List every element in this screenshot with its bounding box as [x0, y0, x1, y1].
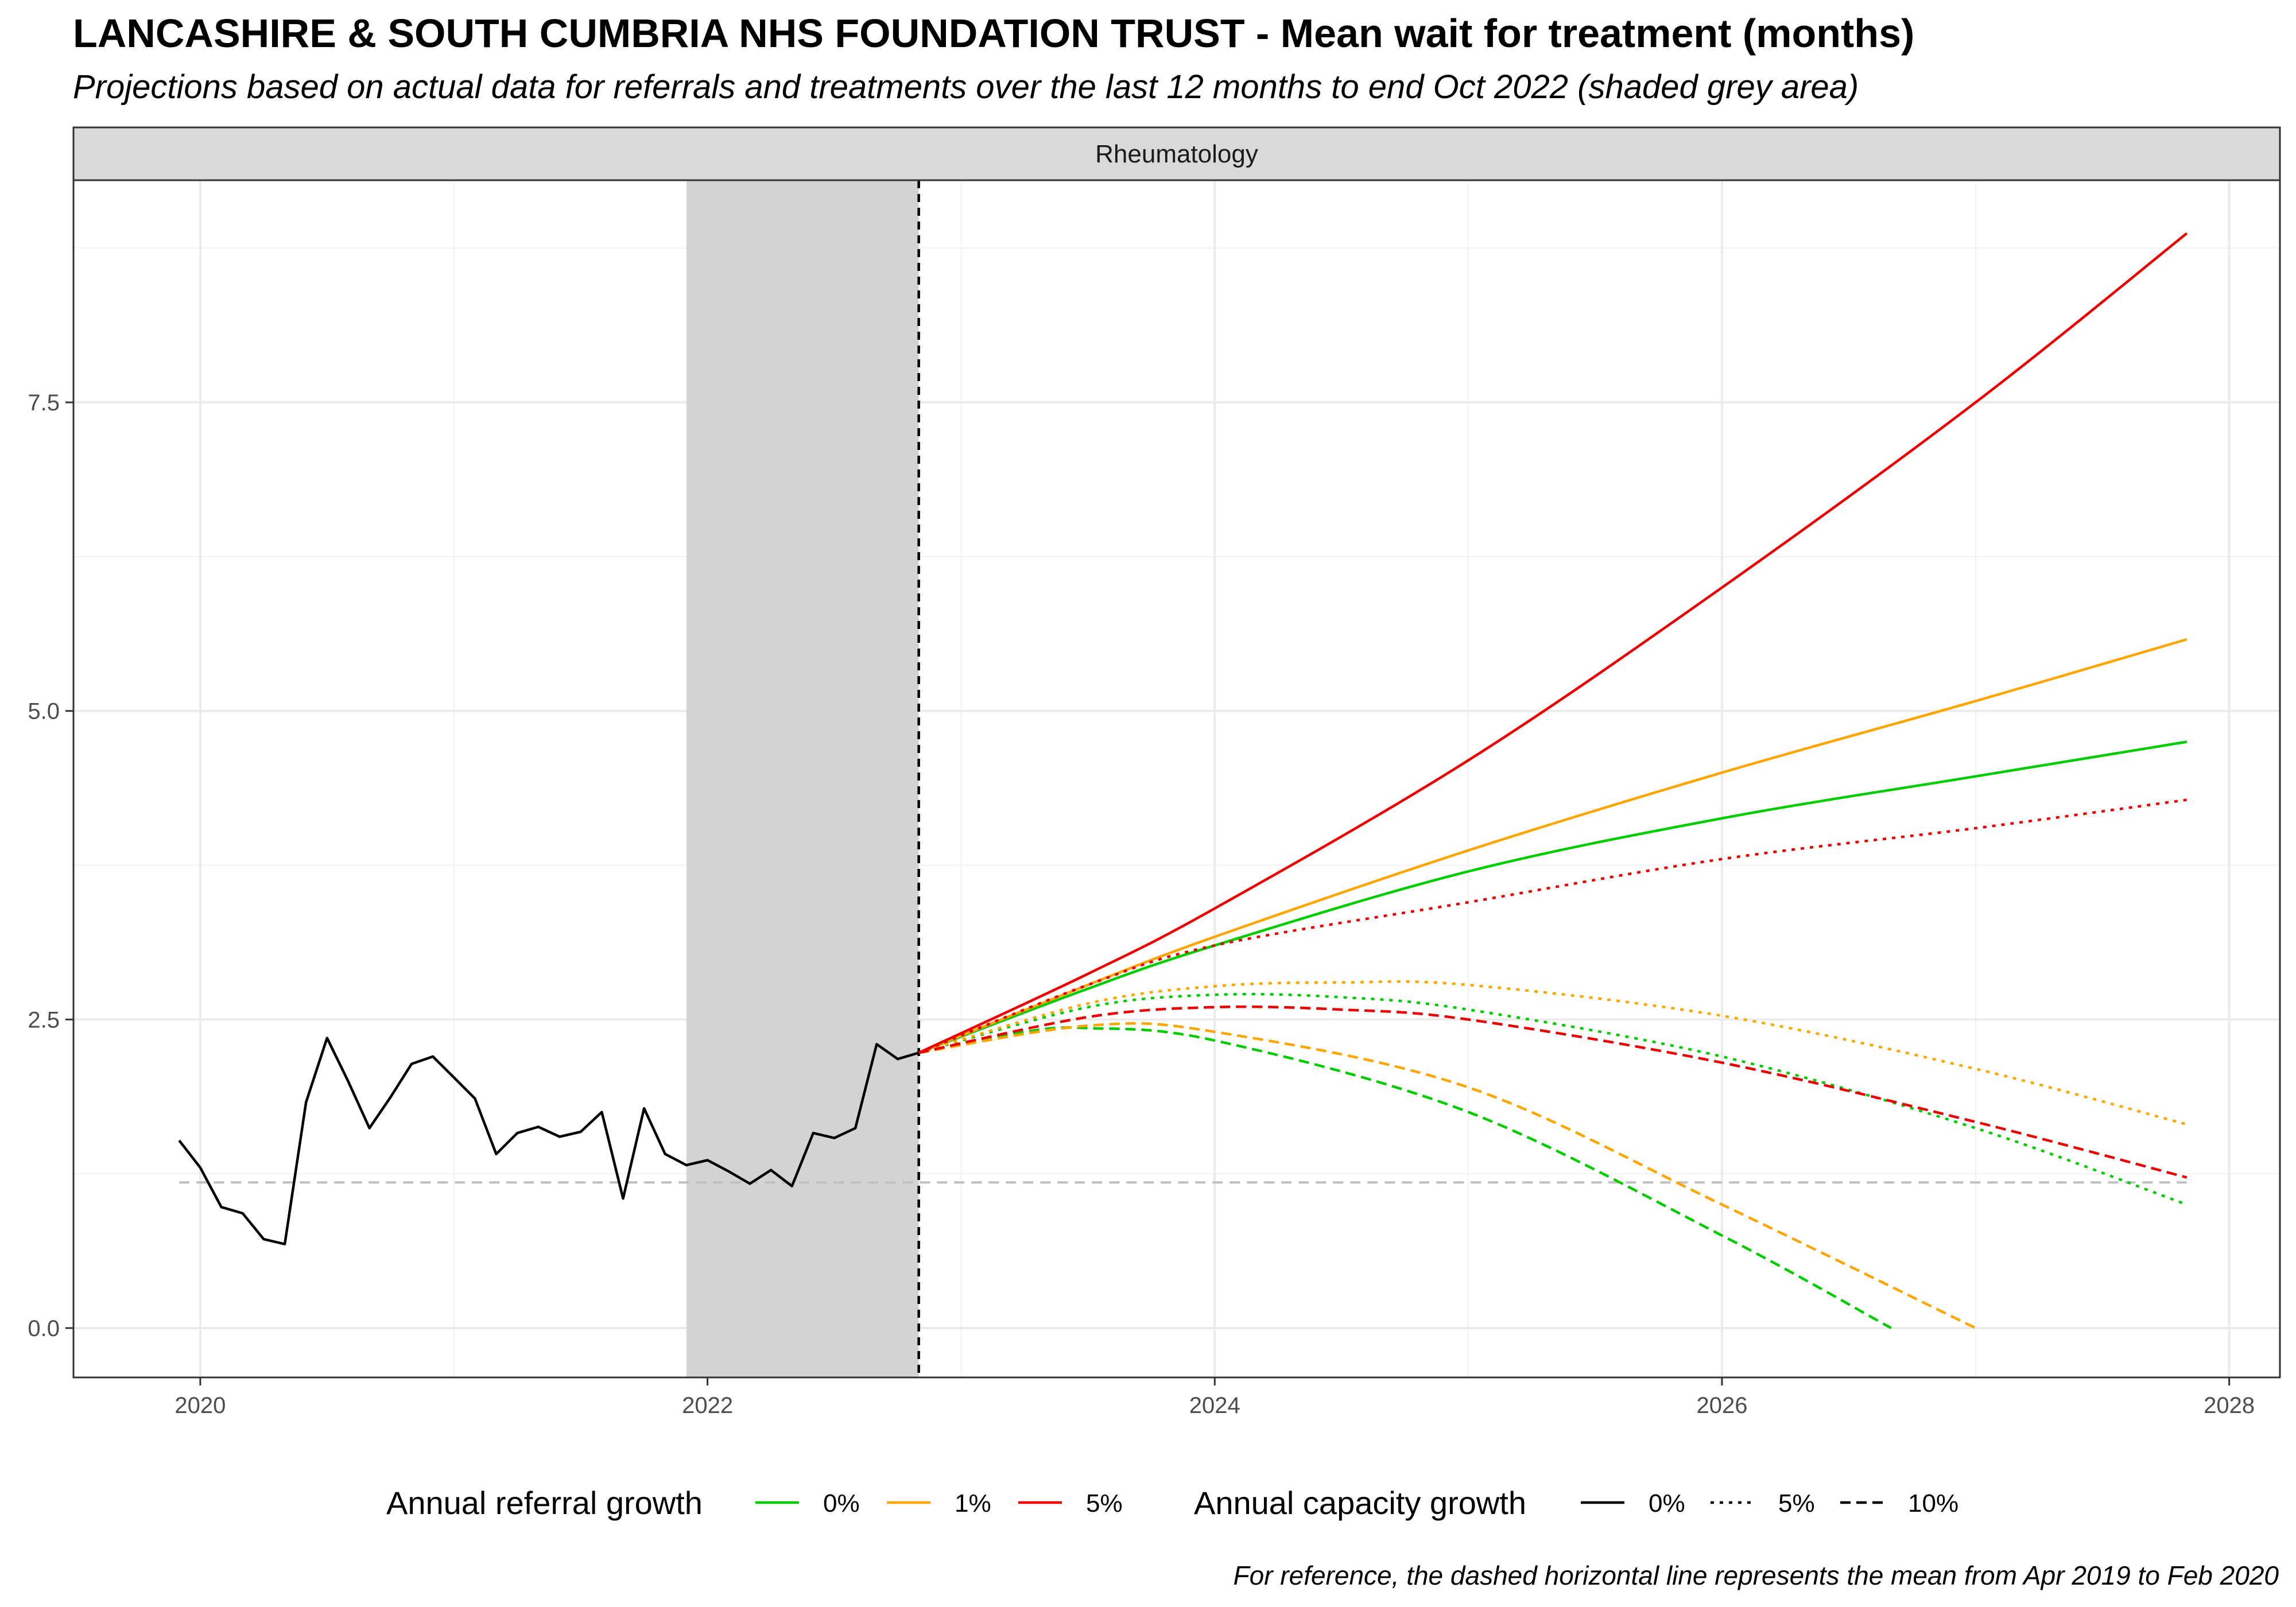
series-line-ref1-cap10	[918, 1022, 1976, 1330]
series-line-ref5-cap10	[918, 1005, 2188, 1179]
series-layer	[178, 180, 2188, 1377]
axis-layer: 2020 2022 2024 2026 2028 0.0 2.5 5.0 7.5	[28, 390, 2255, 1418]
series-line-ref5-cap0	[918, 232, 2188, 1054]
y-tick-label: 7.5	[28, 390, 60, 416]
frame-layer: Rheumatology	[72, 126, 2281, 1379]
chart-subtitle: Projections based on actual data for ref…	[73, 68, 1859, 106]
y-tick-label: 2.5	[28, 1007, 60, 1032]
legend-title-referral: Annual referral growth	[386, 1485, 703, 1521]
legend-label-referral-5: 5%	[1086, 1489, 1123, 1517]
x-tick-label: 2022	[682, 1393, 733, 1418]
y-tick-label: 0.0	[28, 1316, 60, 1341]
x-tick-label: 2020	[174, 1393, 226, 1418]
legend-label-capacity-0: 0%	[1649, 1489, 1685, 1517]
facet-strip	[72, 126, 2281, 181]
series-line-ref0-cap10	[918, 1026, 1892, 1329]
series-line-ref0-cap0	[918, 740, 2188, 1054]
shaded-period	[686, 180, 919, 1377]
legend-label-capacity-5: 5%	[1778, 1489, 1815, 1517]
actual-series-line	[178, 1037, 920, 1245]
x-tick-label: 2024	[1189, 1393, 1240, 1418]
facet-label: Rheumatology	[1095, 140, 1258, 168]
legend-label-referral-0: 0%	[823, 1489, 860, 1517]
series-line-ref5-cap5	[918, 798, 2188, 1054]
x-tick-label: 2028	[2204, 1393, 2255, 1418]
grid-layer	[73, 180, 2280, 1377]
shade-layer	[686, 180, 919, 1377]
chart-title: LANCASHIRE & SOUTH CUMBRIA NHS FOUNDATIO…	[73, 11, 1915, 56]
y-tick-label: 5.0	[28, 699, 60, 724]
chart-caption: For reference, the dashed horizontal lin…	[1233, 1561, 2279, 1590]
legend: Annual referral growth 0% 1% 5% Annual capac…	[386, 1485, 1958, 1521]
panel-background	[73, 180, 2280, 1377]
series-line-ref1-cap0	[918, 638, 2188, 1054]
legend-label-referral-1: 1%	[955, 1489, 991, 1517]
x-tick-label: 2026	[1696, 1393, 1747, 1418]
legend-title-capacity: Annual capacity growth	[1194, 1485, 1526, 1521]
legend-label-capacity-10: 10%	[1908, 1489, 1958, 1517]
series-line-ref1-cap5	[918, 980, 2188, 1126]
